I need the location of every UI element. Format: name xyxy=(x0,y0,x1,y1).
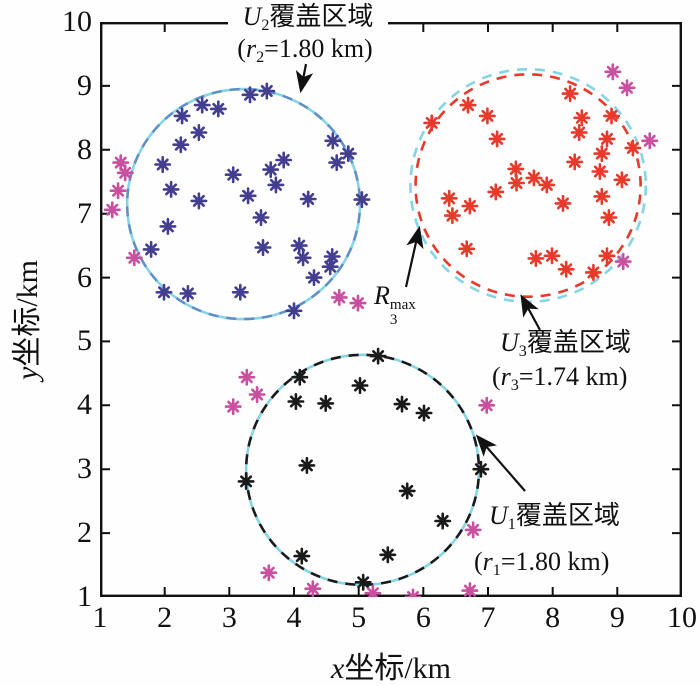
axis-tick-marks xyxy=(102,24,680,595)
u2-coverage-annotation-radius: (r2=1.80 km) xyxy=(224,34,386,66)
u2-radius-paren: ( xyxy=(237,34,246,63)
y-axis-label-text: 坐标/km xyxy=(11,260,44,367)
y-tick-label-1: 1 xyxy=(77,580,92,613)
u3-subscript: 3 xyxy=(518,342,527,360)
x-tick-label-1: 1 xyxy=(92,601,108,634)
u3-radius-value: =1.74 km) xyxy=(518,362,628,391)
u2-coverage-circle xyxy=(125,87,362,321)
u1-radius-paren: ( xyxy=(474,547,483,576)
rmax-symbol: R xyxy=(374,281,390,310)
x-tick-label-9: 9 xyxy=(609,601,625,634)
u1-label-text: 覆盖区域 xyxy=(515,501,620,530)
u3-symbol: U xyxy=(500,328,519,357)
u1-coverage-annotation-radius: (r1=1.80 km) xyxy=(474,547,610,579)
y-tick-label-2: 2 xyxy=(77,516,92,550)
plot-box-border xyxy=(100,22,682,597)
y-tick-label-10: 10 xyxy=(62,5,92,38)
x-tick-label-4: 4 xyxy=(286,601,302,634)
u3-coverage-annotation-radius: (r3=1.74 km) xyxy=(492,362,628,394)
y-tick-label-8: 8 xyxy=(77,132,92,166)
u1-coverage-annotation-title: U1覆盖区域 xyxy=(489,501,620,533)
u1-radius-subscript: 1 xyxy=(492,561,501,579)
u1-radius-symbol: r xyxy=(482,547,493,576)
x-tick-label-6: 6 xyxy=(415,601,431,634)
u2-radius-symbol: r xyxy=(245,34,257,63)
u2-subscript: 2 xyxy=(261,16,270,34)
rmax-scripts: max 3 xyxy=(390,298,416,328)
plot-area xyxy=(100,22,682,597)
u3-radius-symbol: r xyxy=(500,362,511,391)
u1-radius-value: =1.80 km) xyxy=(500,547,610,576)
x-tick-label-2: 2 xyxy=(157,601,173,634)
y-tick-label-9: 9 xyxy=(77,68,92,102)
x-axis-label-symbol: x xyxy=(331,652,345,685)
x-tick-label-3: 3 xyxy=(221,601,237,634)
u2-radius-subscript: 2 xyxy=(256,48,265,66)
uncovered-users-points xyxy=(103,63,659,597)
u3-coverage-annotation-title: U3覆盖区域 xyxy=(500,328,631,360)
x-tick-label-5: 5 xyxy=(351,601,367,634)
u1-symbol: U xyxy=(489,501,508,530)
y-tick-label-3: 3 xyxy=(77,452,92,486)
y-tick-label-6: 6 xyxy=(77,260,92,294)
u3-users-points xyxy=(423,85,642,281)
u2-coverage-annotation-title: U2覆盖区域 xyxy=(228,2,388,34)
y-axis-label-symbol: y xyxy=(11,366,44,380)
x-tick-label-8: 8 xyxy=(545,601,561,634)
rmax-subscript: 3 xyxy=(389,312,398,329)
y-tick-label-7: 7 xyxy=(77,196,92,230)
u2-radius-value: =1.80 km) xyxy=(264,34,373,63)
y-tick-label-4: 4 xyxy=(77,388,92,422)
u3-radius-paren: ( xyxy=(492,362,501,391)
u1-users-points xyxy=(237,347,490,591)
y-axis-label: y坐标/km xyxy=(2,220,44,420)
u1-subscript: 1 xyxy=(507,515,516,533)
x-axis-label-text: 坐标/km xyxy=(344,652,451,685)
x-tick-label-10: 10 xyxy=(667,601,697,634)
u2-label-text: 覆盖区域 xyxy=(269,2,374,31)
x-axis-label: x坐标/km xyxy=(100,643,682,686)
u2-symbol: U xyxy=(242,2,262,31)
rmax-superscript: max xyxy=(389,297,416,314)
u3-radius-subscript: 3 xyxy=(510,376,519,394)
u2-users-points xyxy=(142,82,371,320)
u3-label-text: 覆盖区域 xyxy=(526,328,631,357)
y-tick-label-5: 5 xyxy=(77,324,92,358)
u3-coverage-max-radius-circle xyxy=(409,67,648,304)
x-tick-label-7: 7 xyxy=(480,601,496,634)
